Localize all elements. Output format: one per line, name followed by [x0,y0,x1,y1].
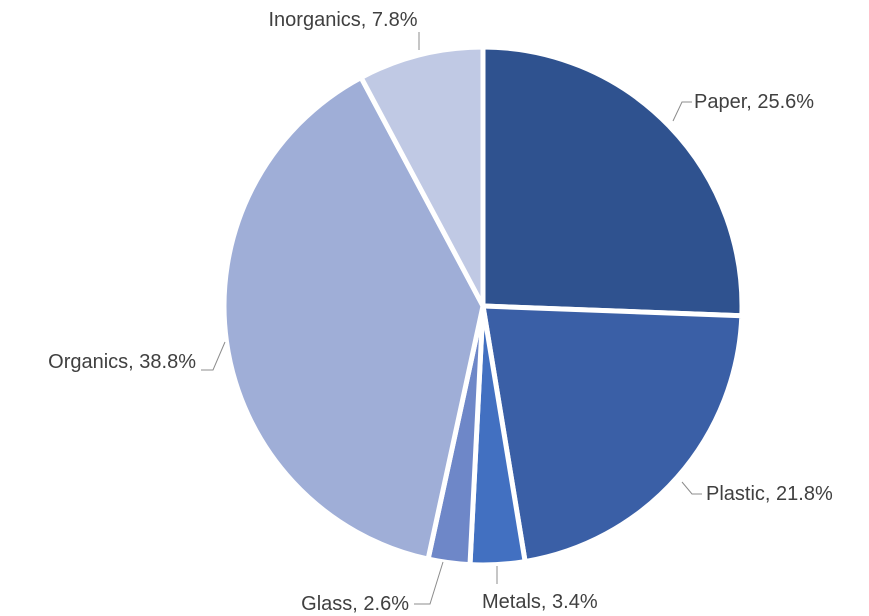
pie-slice-plastic [480,303,745,565]
pie-slice-paper [480,44,745,319]
leader-line-glass [414,561,444,605]
data-label-glass: Glass, 2.6% [301,593,409,615]
data-labels: Paper, 25.6% Plastic, 21.8% Metals, 3.4%… [48,9,833,615]
data-label-paper: Paper, 25.6% [694,91,814,113]
pie-slice-inorganics [357,44,486,308]
pie-slice-organics [221,74,486,563]
data-label-plastic: Plastic, 21.8% [706,483,833,505]
data-label-inorganics: Inorganics, 7.8% [269,9,418,31]
pie-slices [221,44,745,568]
data-label-metals: Metals, 3.4% [482,591,598,613]
leader-line-organics [201,341,226,371]
leader-line-paper [672,101,692,122]
data-label-organics: Organics, 38.8% [48,351,196,373]
leader-lines [201,32,702,605]
leader-line-plastic [681,481,702,495]
